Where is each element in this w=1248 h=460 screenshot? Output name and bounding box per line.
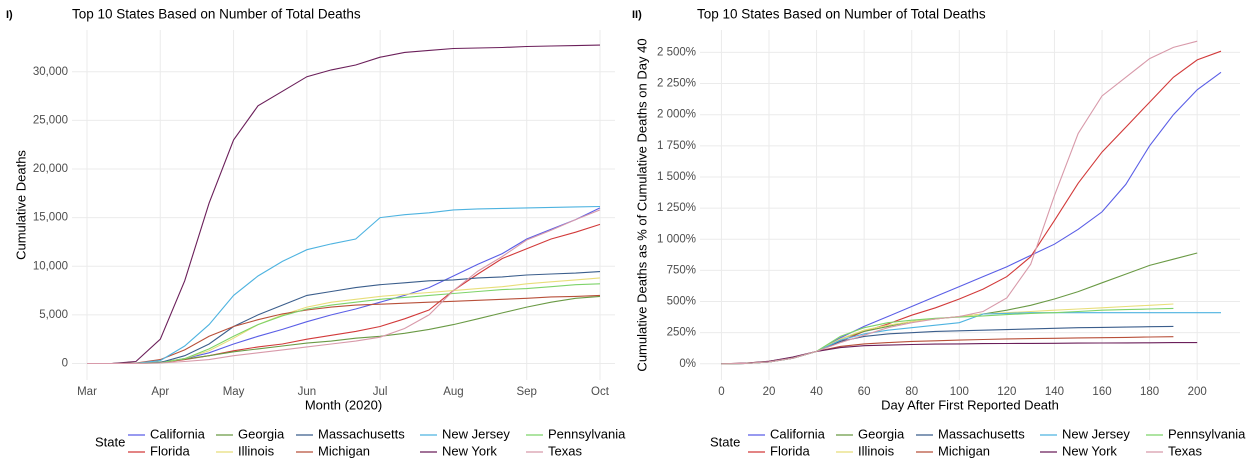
x-tick-label: 140 [1045, 386, 1064, 398]
x-tick-label: Apr [151, 386, 169, 398]
x-tick-label: Jul [373, 386, 388, 398]
legend-label: New York [1062, 443, 1117, 458]
y-tick-label: 1 750% [657, 140, 696, 152]
y-tick-label: 1 250% [657, 202, 696, 214]
y-tick-label: 2 250% [657, 78, 696, 90]
series-line [721, 342, 1198, 365]
y-tick-label: 1 500% [657, 171, 696, 183]
legend-label: Massachusetts [938, 426, 1025, 441]
legend-title: State [710, 434, 740, 449]
x-axis-title: Month (2020) [305, 397, 382, 412]
legend-label: Florida [770, 443, 811, 458]
series-line [87, 209, 601, 365]
x-tick-label: 120 [997, 386, 1016, 398]
y-tick-label: 25,000 [33, 114, 68, 126]
x-tick-label: 160 [1092, 386, 1111, 398]
legend-label: Illinois [238, 443, 275, 458]
series-line [87, 44, 601, 365]
plot-background [700, 30, 1240, 380]
chart-title: Top 10 States Based on Number of Total D… [697, 7, 986, 22]
x-tick-label: 60 [858, 386, 871, 398]
x-tick-label: Oct [591, 386, 610, 398]
legend-label: Texas [548, 443, 582, 458]
y-tick-label: 2 000% [657, 109, 696, 121]
legend-label: Massachusetts [318, 426, 405, 441]
panel-tag: II) [632, 9, 642, 21]
y-tick-label: 0 [62, 358, 68, 370]
x-tick-label: Jun [298, 386, 317, 398]
x-axis-title: Day After First Reported Death [881, 397, 1059, 412]
legend-label: Michigan [318, 443, 370, 458]
series-line [721, 40, 1198, 365]
y-tick-label: 500% [667, 296, 696, 308]
y-tick-label: 30,000 [33, 66, 68, 78]
y-tick-label: 10,000 [33, 260, 68, 272]
y-tick-label: 1 000% [657, 233, 696, 245]
legend-label: Georgia [238, 426, 285, 441]
x-tick-label: May [223, 386, 245, 398]
y-tick-label: 750% [667, 264, 696, 276]
x-tick-label: 20 [763, 386, 776, 398]
y-tick-label: 20,000 [33, 163, 68, 175]
y-tick-label: 5,000 [39, 309, 68, 321]
x-tick-label: 180 [1140, 386, 1159, 398]
y-tick-label: 0% [679, 358, 696, 370]
legend-label: California [150, 426, 206, 441]
chart-title: Top 10 States Based on Number of Total D… [72, 7, 361, 22]
x-tick-label: Mar [77, 386, 97, 398]
legend-label: Illinois [858, 443, 895, 458]
legend-title: State [95, 434, 125, 449]
x-tick-label: 0 [718, 386, 724, 398]
x-tick-label: Sep [516, 386, 536, 398]
series-line [87, 294, 601, 365]
x-tick-label: 80 [905, 386, 918, 398]
x-tick-label: 100 [950, 386, 969, 398]
x-tick-label: 40 [810, 386, 823, 398]
x-tick-label: 200 [1188, 386, 1207, 398]
series-line [87, 271, 601, 365]
series-line [87, 205, 601, 365]
y-axis-title: Cumulative Deaths as % of Cumulative Dea… [634, 38, 649, 371]
legend-label: Texas [1168, 443, 1202, 458]
y-tick-label: 250% [667, 327, 696, 339]
series-line [87, 283, 601, 365]
legend-label: Georgia [858, 426, 905, 441]
legend-label: Pennsylvania [548, 426, 626, 441]
legend-label: Michigan [938, 443, 990, 458]
y-tick-label: 15,000 [33, 212, 68, 224]
y-tick-label: 2 500% [657, 46, 696, 58]
legend-label: California [770, 426, 826, 441]
legend-label: New York [442, 443, 497, 458]
legend-label: New Jersey [1062, 426, 1130, 441]
legend-label: Pennsylvania [1168, 426, 1246, 441]
legend-label: Florida [150, 443, 191, 458]
panel-tag: I) [6, 9, 13, 21]
y-axis-title: Cumulative Deaths [13, 150, 28, 260]
x-tick-label: Aug [443, 386, 463, 398]
plot-background [72, 30, 615, 380]
legend-label: New Jersey [442, 426, 510, 441]
